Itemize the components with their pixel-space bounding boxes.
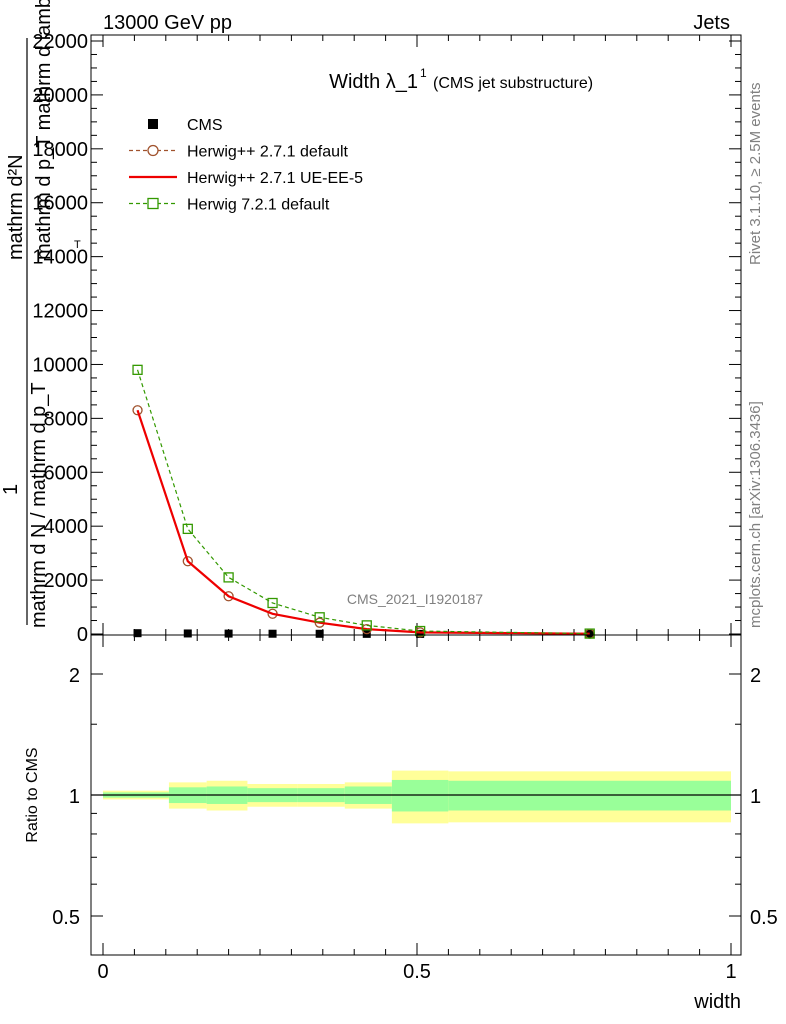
ylabel-subscript-T: T bbox=[74, 239, 81, 251]
main-series bbox=[132, 364, 595, 639]
y-tick-label: 18000 bbox=[32, 139, 88, 161]
x-tick-label: 0 bbox=[97, 961, 108, 983]
y-tick-label: 10000 bbox=[32, 354, 88, 376]
legend-marker-circle bbox=[147, 144, 159, 157]
ratio-ylabel: Ratio to CMS bbox=[24, 747, 41, 842]
ylabel-line-2: mathrm d p_T mathrm d lambda bbox=[33, 0, 55, 260]
legend-label: Herwig++ 2.7.1 default bbox=[187, 144, 349, 161]
herwig7-point bbox=[414, 625, 426, 637]
ylabel-line-1: mathrm d²N bbox=[5, 154, 27, 260]
cms-data-point bbox=[268, 629, 277, 638]
herwig-default-point bbox=[182, 556, 193, 567]
chart-title: Width λ_1 bbox=[329, 71, 418, 93]
ratio-y-tick-label-left: 1 bbox=[69, 786, 80, 808]
y-tick-label: 8000 bbox=[44, 408, 89, 430]
main-ylabel: mathrm d²N mathrm d p_T mathrm d lambda … bbox=[0, 0, 81, 628]
legend-marker-cms bbox=[148, 119, 158, 129]
ratio-y-tick-label-right: 0.5 bbox=[750, 907, 778, 929]
ylabel-line-4: mathrm d N / mathrm d p_T bbox=[28, 382, 50, 628]
ratio-axis-ticks: 0.5 0.5 1 1 2 2 0 0.5 1 bbox=[52, 635, 778, 983]
analysis-watermark: CMS_2021_I1920187 bbox=[347, 591, 483, 607]
rivet-label: Rivet 3.1.10, ≥ 2.5M events bbox=[747, 83, 764, 266]
y-tick-label: 2000 bbox=[44, 570, 89, 592]
herwig7-point bbox=[223, 572, 234, 583]
y-tick-label: 16000 bbox=[32, 193, 88, 215]
y-tick-label: 0 bbox=[77, 624, 88, 646]
legend-label: Herwig++ 2.7.1 UE-EE-5 bbox=[187, 170, 363, 187]
herwig7-point bbox=[132, 364, 143, 375]
legend-marker-square bbox=[147, 197, 159, 210]
ratio-stat-band bbox=[448, 780, 731, 811]
legend: CMS Herwig++ 2.7.1 default Herwig++ 2.7.1 … bbox=[129, 117, 363, 214]
xlabel: width bbox=[693, 991, 741, 1013]
herwig7-point bbox=[361, 620, 372, 631]
cms-data-point bbox=[183, 629, 192, 638]
cms-data-point bbox=[133, 629, 142, 638]
cms-data-point bbox=[585, 629, 594, 638]
y-tick-label: 6000 bbox=[44, 462, 89, 484]
herwig-default-point bbox=[223, 591, 234, 602]
chart-title-superscript: 1 bbox=[420, 66, 427, 80]
ratio-bands bbox=[103, 770, 731, 824]
y-tick-label: 14000 bbox=[32, 247, 88, 269]
x-tick-label: 1 bbox=[725, 961, 736, 983]
y-tick-label: 22000 bbox=[32, 31, 88, 53]
ratio-panel: 0.5 0.5 1 1 2 2 0 0.5 1 Ratio to CMS width bbox=[24, 634, 778, 1013]
ratio-y-tick-label-left: 2 bbox=[69, 665, 80, 687]
main-panel: 0 2000 4000 6000 8000 10000 12000 14000 16000 180… bbox=[32, 31, 742, 646]
herwig7-point bbox=[584, 628, 595, 639]
mcplots-label: mcplots.cern.ch [arXiv:1306.3436] bbox=[747, 401, 764, 628]
y-tick-label: 12000 bbox=[32, 301, 88, 323]
y-tick-label: 20000 bbox=[32, 85, 88, 107]
cms-data-point bbox=[416, 629, 425, 638]
cms-data-point bbox=[315, 629, 324, 638]
ylabel-line-3: 1 bbox=[0, 484, 22, 495]
ratio-y-tick-label-right: 2 bbox=[750, 665, 761, 687]
ratio-stat-band bbox=[391, 779, 449, 812]
main-axis-ticks: 0 2000 4000 6000 8000 10000 12000 14000 16000 180… bbox=[32, 31, 741, 646]
x-tick-label: 0.5 bbox=[403, 961, 431, 983]
ratio-frame bbox=[90, 634, 742, 956]
herwig7-point bbox=[267, 597, 278, 609]
series-line-2 bbox=[136, 409, 590, 635]
energy-label: 13000 GeV pp bbox=[103, 12, 232, 34]
ratio-y-tick-label-left: 0.5 bbox=[52, 907, 80, 929]
cms-data-point bbox=[224, 629, 233, 638]
y-tick-label: 4000 bbox=[44, 516, 89, 538]
ratio-y-tick-label-right: 1 bbox=[750, 786, 761, 808]
legend-label: CMS bbox=[187, 117, 223, 134]
chart-subtitle: (CMS jet substructure) bbox=[433, 75, 593, 92]
herwig7-point bbox=[182, 523, 193, 535]
legend-label: Herwig 7.2.1 default bbox=[187, 197, 330, 214]
herwig7-point bbox=[314, 612, 325, 623]
series-line-3 bbox=[136, 369, 590, 635]
herwig-default-point bbox=[132, 405, 143, 416]
jets-label: Jets bbox=[693, 12, 730, 34]
